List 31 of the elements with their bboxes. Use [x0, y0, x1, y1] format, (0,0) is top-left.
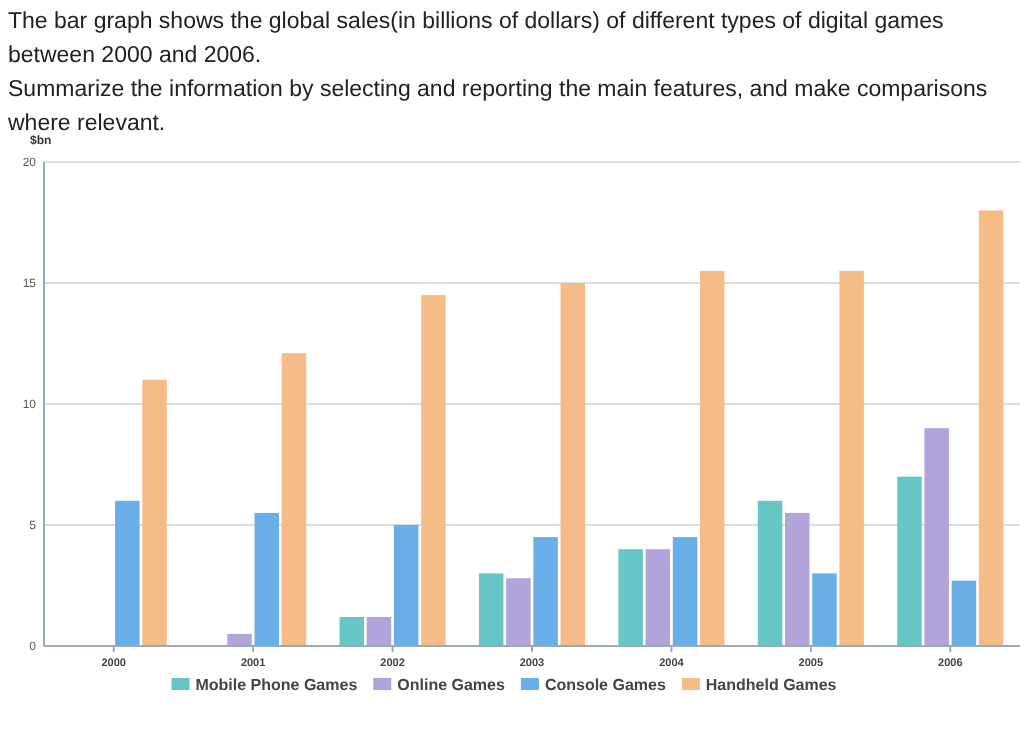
bar — [366, 616, 392, 646]
bar — [506, 578, 531, 646]
chart-title: The bar graph shows the global sales(in billions of dollars) of different types of digital games between 2000 and 2006. — [8, 10, 944, 68]
legend-label: Mobile Phone Games — [195, 676, 359, 694]
bar — [699, 270, 725, 646]
bar — [618, 549, 643, 646]
bar — [645, 549, 671, 646]
bar — [785, 512, 810, 646]
bar — [757, 500, 783, 646]
bar — [897, 476, 922, 646]
chart-subtitle: Summarize the information by selecting and reporting the main features, and make comparisons where relevant. — [6, 78, 988, 136]
bar — [839, 270, 864, 646]
bar — [421, 295, 446, 646]
bar — [672, 537, 698, 646]
bar — [978, 210, 1004, 646]
bar — [533, 537, 558, 646]
bar — [227, 633, 252, 646]
bar — [115, 500, 140, 646]
bar — [951, 580, 977, 646]
bar — [812, 573, 837, 646]
bar — [254, 512, 279, 646]
legend-label: Online Games — [397, 676, 506, 694]
bar — [478, 573, 504, 646]
bar — [339, 616, 365, 646]
bar — [281, 353, 307, 646]
bar — [560, 283, 586, 646]
bar — [142, 379, 167, 646]
legend-label: Console Games — [544, 676, 667, 694]
bar — [393, 525, 419, 646]
bar — [924, 428, 949, 646]
legend-label: Handheld Games — [705, 676, 838, 694]
